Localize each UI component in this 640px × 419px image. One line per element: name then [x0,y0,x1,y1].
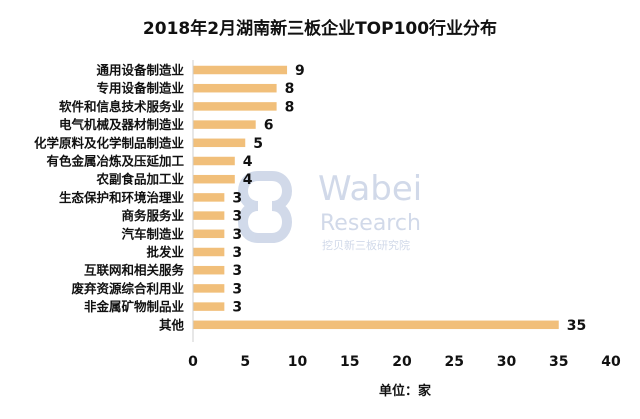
x-tick-label: 40 [601,354,621,370]
data-label: 3 [232,245,242,261]
bar [193,247,225,257]
x-tick-label: 15 [340,354,359,370]
bar [193,302,225,311]
watermark-icon [238,171,292,243]
category-label: 批发业 [146,245,184,260]
bar [193,65,288,75]
data-label: 35 [567,318,586,334]
data-label: 3 [232,300,242,316]
watermark-line1: Wabei [318,169,422,209]
x-tick-label: 35 [549,354,568,370]
data-label: 3 [232,227,242,243]
x-tick-label: 25 [445,354,464,370]
data-label: 4 [243,154,253,170]
category-label: 有色金属冶炼及压延加工 [46,154,184,169]
chart-title: 2018年2月湖南新三板企业TOP100行业分布 [143,18,497,39]
data-label: 9 [295,63,305,79]
bar [193,156,235,166]
data-label: 3 [232,263,242,279]
x-tick-label: 0 [188,354,198,370]
x-tick-label: 20 [392,354,412,370]
category-label: 商务服务业 [121,208,184,223]
category-label: 互联网和相关服务 [84,263,185,278]
watermark-line3: 挖贝新三板研究院 [322,238,410,252]
category-label: 生态保护和环境治理业 [59,190,185,205]
category-label: 通用设备制造业 [96,63,184,78]
data-label: 8 [285,81,295,97]
bar [193,284,225,293]
bar [193,265,225,275]
bar [193,102,277,111]
x-axis-ticks: 0 5 10 15 20 25 30 35 40 [188,354,621,370]
category-label: 化学原料及化学制品制造业 [34,135,185,150]
x-tick-label: 5 [240,354,250,370]
bar [193,211,225,220]
category-label: 废弃资源综合利用业 [71,281,184,296]
data-label: 5 [253,136,263,152]
bar [193,320,559,330]
data-label: 4 [243,172,253,188]
category-label: 电气机械及器材制造业 [59,117,185,132]
data-label: 8 [285,99,295,115]
category-label: 农副食品加工业 [95,172,184,187]
category-label: 软件和信息技术服务业 [59,99,185,114]
data-label: 3 [232,209,242,225]
bar [193,120,256,129]
data-label: 6 [264,118,274,134]
watermark-logo: Wabei Research 挖贝新三板研究院 [238,169,422,252]
x-axis-label: 单位：家 [379,383,432,399]
bars [193,65,559,330]
category-label: 汽车制造业 [121,226,184,241]
category-label: 专用设备制造业 [96,81,184,96]
category-labels: 通用设备制造业专用设备制造业软件和信息技术服务业电气机械及器材制造业化学原料及化… [34,63,185,333]
bar [193,229,225,239]
data-label: 3 [232,281,242,297]
bar [193,174,235,184]
bar [193,193,225,202]
x-tick-label: 10 [288,354,308,370]
bar [193,138,246,148]
watermark-line2: Research [320,211,421,236]
category-label: 非金属矿物制品业 [84,299,185,314]
x-tick-label: 30 [497,354,517,370]
data-label: 3 [232,190,242,206]
bar [193,83,277,93]
category-label: 其他 [159,317,185,332]
